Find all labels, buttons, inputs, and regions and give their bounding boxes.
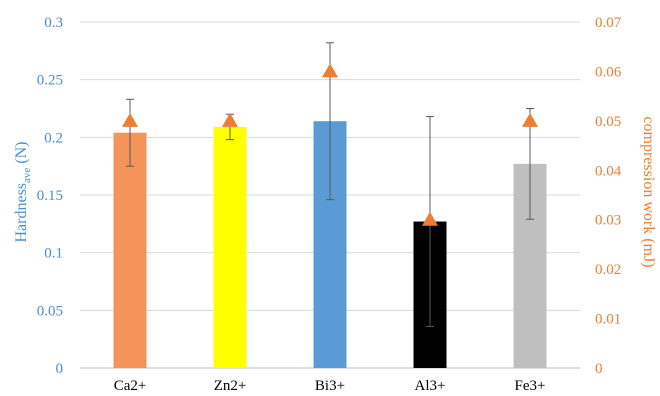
y-tick-label-right: 0.05	[595, 114, 621, 130]
y-axis-label-left-unit: (N)	[13, 141, 30, 167]
triangle-markers	[122, 63, 538, 226]
triangle-marker	[122, 112, 138, 127]
triangle-marker	[222, 112, 238, 127]
x-tick-label: Al3+	[415, 378, 446, 394]
y-tick-label-left: 0.15	[37, 188, 63, 204]
y-tick-label-right: 0.03	[595, 213, 621, 229]
y-tick-label-right: 0.01	[595, 312, 621, 328]
y-tick-label-right: 0.07	[595, 15, 622, 31]
triangle-marker	[422, 211, 438, 226]
tick-labels: 0 0.05 0.1 0.15 0.2 0.25 0.3 0 0.01 0.02 0.03 0.04 0…	[37, 15, 622, 394]
y-axis-label-left-sub: ave	[21, 168, 33, 183]
y-axis-label-left: Hardnessave (N)	[13, 141, 33, 242]
y-tick-label-right: 0.02	[595, 262, 621, 278]
y-tick-label-left: 0.05	[37, 303, 63, 319]
triangle-marker	[522, 112, 538, 127]
y-tick-label-left: 0.2	[44, 130, 63, 146]
bar	[213, 126, 247, 368]
y-tick-label-left: 0.3	[44, 15, 63, 31]
y-tick-label-left: 0.25	[37, 73, 63, 89]
x-tick-label: Ca2+	[114, 378, 147, 394]
y-tick-label-left: 0	[56, 361, 64, 377]
y-tick-label-right: 0.06	[595, 64, 622, 80]
y-axis-label-right: compression work (mJ)	[640, 116, 657, 267]
y-tick-label-right: 0	[595, 361, 603, 377]
x-tick-label: Bi3+	[315, 378, 345, 394]
bar	[113, 132, 147, 368]
x-tick-label: Zn2+	[214, 378, 247, 394]
y-tick-label-left: 0.1	[44, 246, 63, 262]
x-tick-label: Fe3+	[515, 378, 546, 394]
y-axis-label-left-main: Hardness	[13, 183, 30, 243]
y-tick-label-right: 0.04	[595, 163, 622, 179]
triangle-marker	[322, 63, 338, 78]
